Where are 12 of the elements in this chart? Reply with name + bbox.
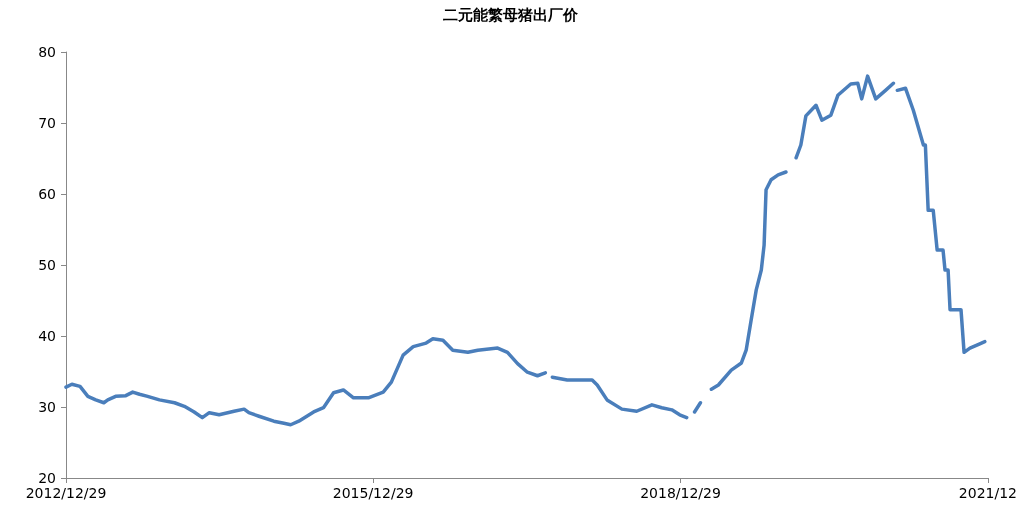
y-tick-label: 20 bbox=[38, 470, 56, 486]
chart-title: 二元能繁母猪出厂价 bbox=[442, 5, 579, 24]
y-tick-label: 50 bbox=[38, 257, 56, 273]
y-tick-label: 40 bbox=[38, 328, 56, 344]
y-tick-label: 80 bbox=[38, 44, 56, 60]
x-tick-label: 2015/12/29 bbox=[332, 485, 414, 501]
x-tick-label: 2018/12/29 bbox=[640, 485, 721, 501]
x-tick-label: 2012/12/29 bbox=[25, 485, 107, 501]
y-tick-label: 60 bbox=[38, 186, 56, 202]
y-tick-label: 30 bbox=[38, 399, 56, 415]
y-tick-label: 70 bbox=[38, 115, 56, 131]
x-tick-label: 2021/12 bbox=[958, 485, 1018, 501]
